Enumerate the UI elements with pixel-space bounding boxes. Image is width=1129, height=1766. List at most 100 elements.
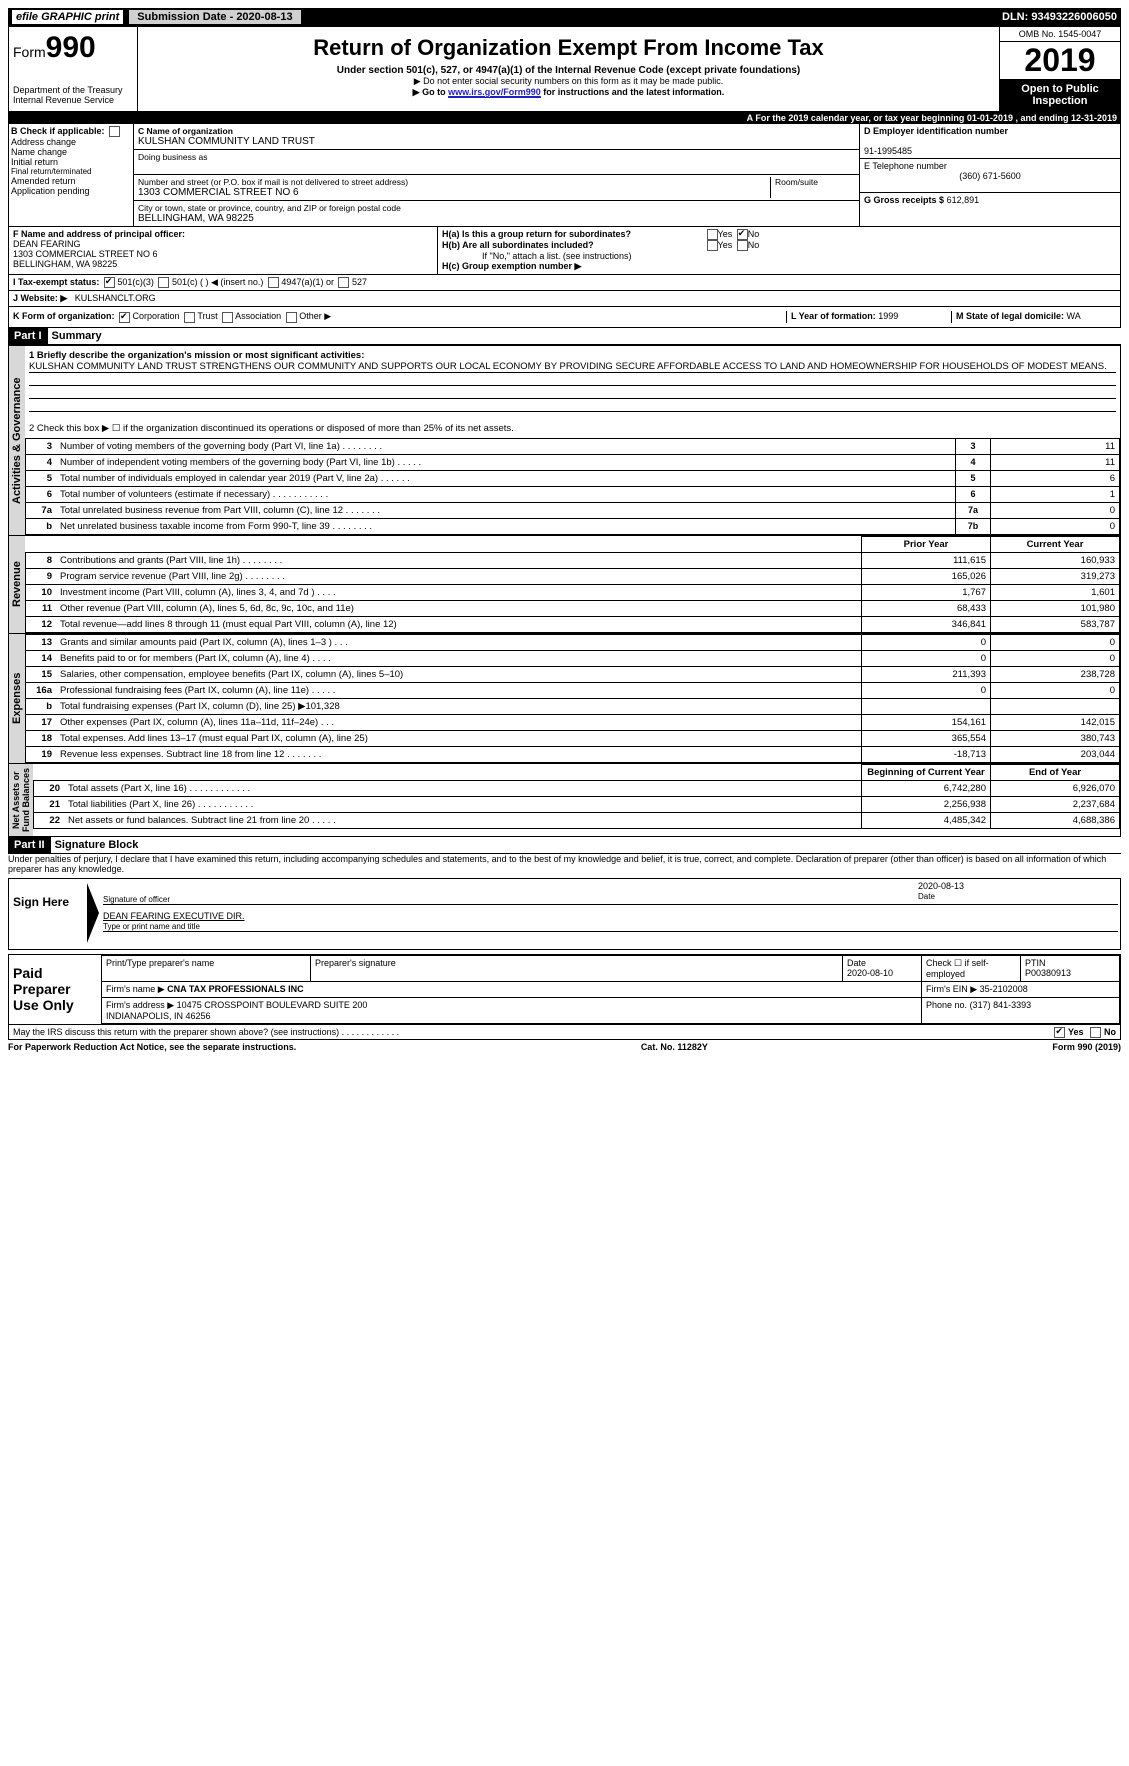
form-header: Form990 Department of the Treasury Inter… xyxy=(8,26,1121,112)
section-i: I Tax-exempt status: 501(c)(3) 501(c) ( … xyxy=(13,277,433,288)
website: KULSHANCLT.ORG xyxy=(75,293,156,303)
dba-label: Doing business as xyxy=(138,152,207,162)
chk-name-change: Name change xyxy=(11,147,131,157)
q2-label: 2 Check this box ▶ ☐ if the organization… xyxy=(29,423,1116,434)
checkbox[interactable] xyxy=(158,277,169,288)
revenue-table: Prior YearCurrent Year 8Contributions an… xyxy=(25,536,1120,633)
irs-link[interactable]: www.irs.gov/Form990 xyxy=(448,87,541,98)
checkbox[interactable] xyxy=(109,126,120,137)
expenses-label: Expenses xyxy=(9,634,25,763)
hc-label: H(c) Group exemption number ▶ xyxy=(442,261,581,271)
b-label: B Check if applicable: xyxy=(11,126,105,136)
form-note-1: ▶ Do not enter social security numbers o… xyxy=(142,76,995,87)
officer-name: DEAN FEARING xyxy=(13,239,81,249)
chk-app-pending: Application pending xyxy=(11,186,131,196)
chk-amended: Amended return xyxy=(11,176,131,186)
form-number: 990 xyxy=(46,31,96,64)
top-bar: efile GRAPHIC print Submission Date - 20… xyxy=(8,8,1121,26)
checkbox-corp[interactable] xyxy=(119,312,130,323)
ha-label: H(a) Is this a group return for subordin… xyxy=(442,229,702,239)
mission-text: KULSHAN COMMUNITY LAND TRUST STRENGTHENS… xyxy=(29,361,1116,373)
net-assets-label: Net Assets orFund Balances xyxy=(9,764,33,836)
dln: DLN: 93493226006050 xyxy=(1002,11,1117,23)
checkbox-yes[interactable] xyxy=(1054,1027,1065,1038)
officer-addr2: BELLINGHAM, WA 98225 xyxy=(13,259,117,269)
chk-initial-return: Initial return xyxy=(11,157,131,167)
checkbox[interactable] xyxy=(222,312,233,323)
self-emp: Check ☐ if self-employed xyxy=(922,955,1021,981)
tax-year: 2019 xyxy=(1000,42,1120,79)
part-i-tab: Part I xyxy=(8,328,48,344)
checkbox[interactable] xyxy=(184,312,195,323)
open-public: Open to Public Inspection xyxy=(1000,79,1120,111)
prep-date: 2020-08-10 xyxy=(847,968,893,978)
sign-date: 2020-08-13 xyxy=(918,881,964,891)
arrow-icon xyxy=(87,883,99,943)
preparer-sig-hdr: Preparer's signature xyxy=(311,955,843,981)
phone: (360) 671-5600 xyxy=(864,171,1116,181)
part-i-title: Summary xyxy=(52,330,102,342)
checkbox-no[interactable] xyxy=(1090,1027,1101,1038)
firm-name: CNA TAX PROFESSIONALS INC xyxy=(167,984,304,994)
firm-ein: 35-2102008 xyxy=(980,984,1028,994)
footer-left: For Paperwork Reduction Act Notice, see … xyxy=(8,1042,296,1052)
efile-badge: efile GRAPHIC print xyxy=(12,10,123,24)
checkbox[interactable] xyxy=(707,229,718,240)
part-ii-title: Signature Block xyxy=(55,839,139,851)
expenses-table: 13Grants and similar amounts paid (Part … xyxy=(25,634,1120,763)
ein: 91-1995485 xyxy=(864,146,912,156)
checkbox-501c3[interactable] xyxy=(104,277,115,288)
chk-final-return: Final return/terminated xyxy=(11,167,131,176)
row-a: A For the 2019 calendar year, or tax yea… xyxy=(8,112,1121,124)
phone-label: E Telephone number xyxy=(864,161,947,171)
revenue-label: Revenue xyxy=(9,536,25,633)
hdr-end: End of Year xyxy=(991,764,1120,780)
section-h: H(a) Is this a group return for subordin… xyxy=(438,227,1120,274)
footer-right: Form 990 (2019) xyxy=(1052,1042,1121,1052)
room-label: Room/suite xyxy=(775,177,818,187)
street-label: Number and street (or P.O. box if mail i… xyxy=(138,177,408,187)
checkbox[interactable] xyxy=(338,277,349,288)
city-label: City or town, state or province, country… xyxy=(138,203,401,213)
part-ii-tab: Part II xyxy=(8,837,51,853)
irs-label: Internal Revenue Service xyxy=(13,95,133,105)
dept-treasury: Department of the Treasury xyxy=(13,85,133,95)
checkbox[interactable] xyxy=(707,240,718,251)
summary-table: 3Number of voting members of the governi… xyxy=(25,438,1120,535)
hdr-curr: Current Year xyxy=(991,536,1120,552)
org-name: KULSHAN COMMUNITY LAND TRUST xyxy=(138,136,315,147)
c-label: C Name of organization xyxy=(138,126,233,136)
gross-receipts: 612,891 xyxy=(947,195,980,205)
street: 1303 COMMERCIAL STREET NO 6 xyxy=(138,187,299,198)
activities-governance-label: Activities & Governance xyxy=(9,346,25,535)
checkbox[interactable] xyxy=(737,240,748,251)
section-b: B Check if applicable: Address change Na… xyxy=(9,124,134,226)
section-f: F Name and address of principal officer:… xyxy=(9,227,438,274)
hb-note: If "No," attach a list. (see instruction… xyxy=(442,251,1116,261)
sig-label: Signature of officer xyxy=(103,881,914,905)
declaration: Under penalties of perjury, I declare th… xyxy=(8,854,1121,874)
sign-here-label: Sign Here xyxy=(9,879,87,949)
form-title: Return of Organization Exempt From Incom… xyxy=(142,35,995,61)
checkbox[interactable] xyxy=(286,312,297,323)
form-note-2: ▶ Go to www.irs.gov/Form990 for instruct… xyxy=(142,87,995,98)
ein-label: D Employer identification number xyxy=(864,126,1008,136)
gross-label: G Gross receipts $ xyxy=(864,195,944,205)
paid-preparer-block: Paid Preparer Use Only Print/Type prepar… xyxy=(8,954,1121,1025)
sign-here-block: Sign Here Signature of officer 2020-08-13… xyxy=(8,878,1121,950)
city: BELLINGHAM, WA 98225 xyxy=(138,213,254,224)
section-j: J Website: ▶ KULSHANCLT.ORG xyxy=(13,293,156,304)
ptin: P00380913 xyxy=(1025,968,1071,978)
form-subtitle: Under section 501(c), 527, or 4947(a)(1)… xyxy=(142,65,995,76)
section-k: K Form of organization: Corporation Trus… xyxy=(13,311,786,322)
preparer-name-hdr: Print/Type preparer's name xyxy=(102,955,311,981)
submission-date: Submission Date - 2020-08-13 xyxy=(129,10,300,24)
q1-label: 1 Briefly describe the organization's mi… xyxy=(29,350,364,361)
officer-addr1: 1303 COMMERCIAL STREET NO 6 xyxy=(13,249,158,259)
footer: For Paperwork Reduction Act Notice, see … xyxy=(8,1042,1121,1052)
firm-phone: (317) 841-3393 xyxy=(970,1000,1032,1010)
officer-signed: DEAN FEARING EXECUTIVE DIR. xyxy=(103,911,245,921)
checkbox[interactable] xyxy=(268,277,279,288)
checkbox-checked[interactable] xyxy=(737,229,748,240)
hb-label: H(b) Are all subordinates included? xyxy=(442,240,702,250)
